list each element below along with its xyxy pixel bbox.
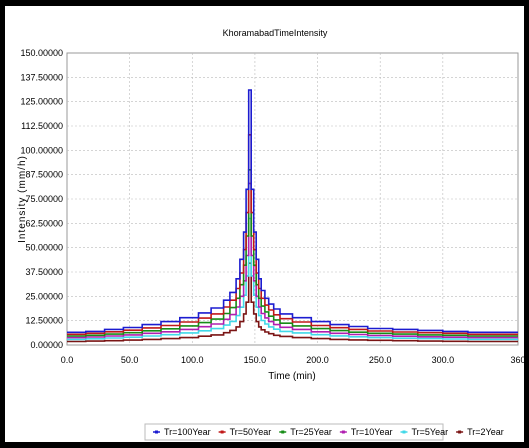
y-tick-label: 75.00000 [25,194,63,204]
y-tick-labels: 150.00000 137.50000 125.00000 112.50000 100.… [20,48,63,350]
legend-label: Tr=5Year [412,427,449,437]
legend-marker [341,430,345,434]
y-tick-label: 62.50000 [25,218,63,228]
series-line-tr-100year [67,89,518,334]
legend: Tr=100Year Tr=50Year Tr=25Year Tr=10Year Tr=… [153,427,504,437]
y-tick-label: 12.50000 [25,316,63,326]
legend-marker [281,430,285,434]
legend-box [144,423,444,441]
legend-label: Tr=100Year [164,427,211,437]
legend-label: Tr=25Year [290,427,332,437]
y-axis-label: Intensity (mm/h) [17,155,28,243]
grid-lines [67,53,518,345]
y-tick-label: 137.50000 [20,72,63,82]
x-tick-label: 300.0 [432,355,455,365]
y-tick-label: 25.00000 [25,291,63,301]
x-tick-label: 200.0 [306,355,329,365]
x-tick-label: 100.0 [181,355,204,365]
legend-marker [155,430,158,434]
series-lines [67,89,518,343]
y-tick-label: 112.50000 [21,121,63,131]
series-line-tr-50year [67,134,518,336]
chart-frame: KhoramabadTimeIntensity 150.00000 137.500… [5,6,524,442]
chart-title: KhoramabadTimeIntensity [223,28,328,38]
y-tick-label: 87.50000 [25,170,63,180]
legend-label: Tr=10Year [351,427,393,437]
x-tick-labels: 0.0 50.0 100.0 150.0 200.0 250.0 300.0 360 [61,355,524,365]
series-line-tr-25year [67,169,518,337]
series-line-tr-5year [67,217,518,341]
y-tick-label: 150.00000 [20,48,63,58]
y-tick-label: 100.00000 [20,145,63,155]
series-line-tr-10year [67,182,518,339]
legend-marker [458,430,462,434]
chart-svg: KhoramabadTimeIntensity 150.00000 137.500… [17,28,524,441]
legend-label: Tr=2Year [467,427,504,437]
x-tick-label: 50.0 [121,355,139,365]
legend-marker [402,430,406,434]
y-tick-label: 0.00000 [30,340,63,350]
y-tick-label: 50.00000 [25,243,63,253]
x-tick-label: 360 [510,355,524,365]
x-tick-label: 250.0 [369,355,392,365]
legend-label: Tr=50Year [230,427,272,437]
legend-marker [220,430,224,434]
series-line-tr-2year [67,262,518,343]
x-axis-label: Time (min) [268,371,315,382]
y-tick-label: 125.00000 [20,97,63,107]
x-tick-label: 150.0 [244,355,267,365]
y-tick-label: 37.50000 [25,267,63,277]
x-tick-label: 0.0 [61,355,74,365]
